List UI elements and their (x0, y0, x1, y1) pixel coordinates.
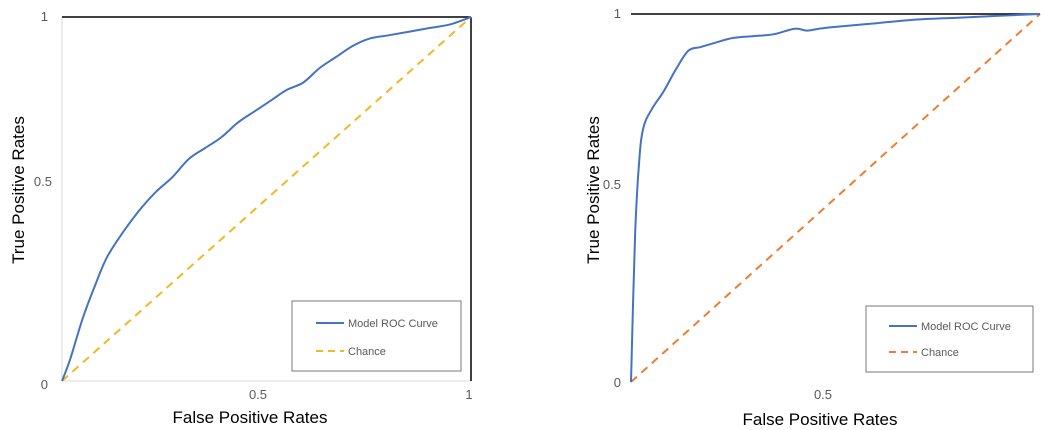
x-tick-label: 0.5 (249, 387, 267, 402)
y-tick-label: 0.5 (34, 174, 52, 189)
legend-label-model: Model ROC Curve (921, 321, 1011, 333)
x-tick-label: 1 (465, 387, 472, 402)
y-tick-label: 0 (41, 377, 48, 392)
y-axis-title: True Positive Rates (9, 116, 28, 264)
chance-line (61, 16, 472, 382)
x-axis-title: False Positive Rates (173, 408, 328, 427)
legend: Model ROC Curve Chance (865, 305, 1034, 373)
model-roc-curve (630, 13, 1041, 383)
y-tick-label: 1 (41, 9, 48, 24)
series-layer (61, 16, 472, 382)
chart-right: 1 0.5 0 0.5 False Positive Rates True Po… (584, 6, 1041, 429)
model-roc-curve (61, 16, 472, 382)
legend-label-chance: Chance (348, 346, 386, 358)
chance-line (630, 13, 1041, 383)
y-tick-label: 0 (614, 375, 621, 390)
chart-left: 1 0.5 0 0.5 1 False Positive Rates True … (9, 9, 473, 427)
series-layer (630, 13, 1041, 383)
x-tick-label: 0.5 (814, 387, 832, 402)
y-axis-title: True Positive Rates (584, 116, 603, 264)
y-tick-label: 1 (614, 6, 621, 21)
legend-box (291, 300, 462, 372)
y-tick-label: 0.5 (603, 177, 621, 192)
legend-label-chance: Chance (921, 347, 959, 359)
legend: Model ROC Curve Chance (291, 300, 462, 372)
x-axis-title: False Positive Rates (743, 410, 898, 429)
legend-box (865, 305, 1034, 373)
legend-label-model: Model ROC Curve (348, 318, 438, 330)
